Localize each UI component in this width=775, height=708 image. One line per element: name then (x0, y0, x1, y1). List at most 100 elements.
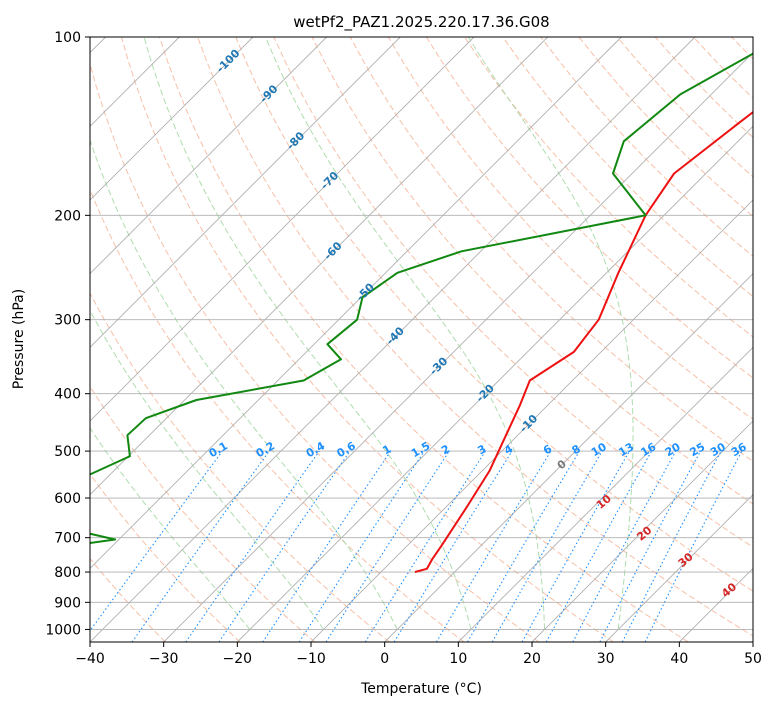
mixing-ratio-line (90, 450, 223, 632)
moist-adiabat-label: 30 (676, 550, 696, 570)
dry-adiabat-line (654, 37, 753, 139)
isotherm-label: -10 (517, 412, 540, 435)
mixing-ratio-line (521, 450, 630, 642)
dry-adiabat-line (425, 37, 753, 379)
x-tick-label: −20 (223, 651, 253, 667)
isotherm-line (458, 346, 753, 642)
isotherm-line (531, 420, 753, 642)
mixing-ratio-label: 0.6 (335, 439, 359, 460)
isotherm-label: -60 (321, 239, 344, 262)
x-axis-ticks: −40 −30 −20 −10 0 10 20 30 40 50 (75, 642, 762, 667)
dry-adiabat-line (273, 37, 753, 548)
mixing-ratio-line (393, 450, 513, 642)
mixing-ratio-label: 6 (541, 442, 554, 457)
isotherm-line (90, 37, 622, 569)
isotherm-line (605, 494, 753, 642)
isotherm-line (237, 125, 753, 642)
y-tick-label: 200 (54, 208, 81, 224)
y-tick-label: 700 (54, 531, 81, 547)
background-lines (90, 37, 775, 642)
mixing-ratio-line (298, 450, 425, 642)
x-tick-label: −30 (149, 651, 179, 667)
mixing-ratio-label: 36 (729, 440, 749, 459)
sounding-profiles (90, 52, 753, 573)
mixing-ratio-line (545, 450, 653, 642)
dry-adiabat-line (770, 37, 775, 642)
dry-adiabat-line (90, 473, 241, 642)
mixing-ratio-line (435, 450, 552, 642)
dry-adiabat-line (349, 37, 753, 462)
mixing-ratio-line (644, 450, 743, 642)
isotherm-label: -80 (284, 129, 307, 152)
isotherm-line (90, 37, 696, 642)
dry-adiabat-line (464, 37, 753, 338)
isotherm-label: -50 (354, 280, 377, 303)
x-tick-label: 30 (597, 651, 615, 667)
moist-adiabat-label: 40 (719, 580, 739, 600)
y-tick-label: 100 (54, 30, 81, 46)
dry-adiabat-line (159, 37, 689, 642)
temperature-profile (414, 110, 753, 573)
mixing-ratio-line (599, 450, 701, 642)
isotherm-label: -90 (257, 82, 280, 105)
dry-adiabat-line (90, 385, 316, 642)
x-tick-label: −10 (296, 651, 326, 667)
mixing-ratio-line (218, 450, 351, 642)
y-axis-label: Pressure (hPa) (11, 289, 27, 389)
dry-adiabat-line (578, 37, 753, 218)
y-tick-label: 400 (54, 387, 81, 403)
moist-adiabat-label: 20 (634, 523, 654, 543)
dry-adiabat-line (235, 37, 753, 592)
mixing-ratio-label: 4 (502, 442, 515, 457)
dry-adiabat-line (502, 37, 753, 298)
mixing-ratio-label: 1.5 (409, 439, 432, 460)
mixing-ratio-label: 0.1 (207, 439, 230, 460)
x-tick-label: 20 (523, 651, 541, 667)
x-axis-label: Temperature (°C) (360, 681, 482, 697)
mixing-ratio-label: 10 (589, 440, 609, 459)
dry-adiabat-line (120, 37, 614, 642)
dry-adiabat-line (90, 62, 540, 642)
dry-adiabat-line (90, 292, 390, 642)
mixing-ratio-label: 30 (708, 440, 728, 459)
mixing-ratio-line (185, 450, 320, 642)
isotherm-line (752, 641, 753, 642)
x-tick-label: −40 (75, 651, 105, 667)
isotherm-label: -100 (214, 47, 243, 76)
isotherm-label: -30 (427, 354, 450, 377)
isotherm-line (90, 37, 254, 201)
moist-adiabat-line (90, 138, 398, 630)
y-tick-label: 600 (54, 491, 81, 507)
chart-title: wetPf2_PAZ1.2025.220.17.36.G08 (293, 13, 549, 32)
isotherm-line (90, 37, 401, 348)
isotherm-line (163, 52, 753, 642)
isotherm-line (90, 37, 548, 496)
y-tick-label: 800 (54, 565, 81, 581)
mixing-ratio-label: 1 (380, 442, 393, 457)
dry-adiabat-line (90, 557, 166, 642)
x-tick-label: 10 (449, 651, 467, 667)
dry-adiabat-line (311, 37, 753, 505)
mixing-ratio-line (262, 450, 392, 642)
mixing-ratio-line (364, 450, 486, 642)
isotherm-line (310, 199, 753, 642)
isotherm-label: -20 (474, 381, 497, 404)
isotherm-line (90, 37, 327, 275)
moist-adiabat-line (265, 37, 546, 630)
dry-adiabat-line (90, 188, 465, 642)
mixing-ratio-label: 20 (663, 440, 683, 459)
mixing-ratio-label: 25 (688, 440, 708, 459)
mixing-ratio-line (131, 450, 270, 642)
isotherm-line (90, 37, 475, 422)
y-tick-label: 900 (54, 595, 81, 611)
y-tick-label: 300 (54, 313, 81, 329)
y-axis-ticks: 100 200 300 400 500 600 700 800 900 1000 (45, 30, 90, 638)
dewpoint-profile (90, 52, 753, 545)
mixing-ratio-line (325, 450, 450, 642)
x-tick-label: 40 (670, 651, 688, 667)
x-tick-label: 0 (380, 651, 389, 667)
x-tick-label: 50 (744, 651, 762, 667)
moist-adiabat-line (467, 37, 634, 630)
dry-adiabat-line (387, 37, 753, 420)
y-tick-label: 1000 (45, 622, 81, 638)
